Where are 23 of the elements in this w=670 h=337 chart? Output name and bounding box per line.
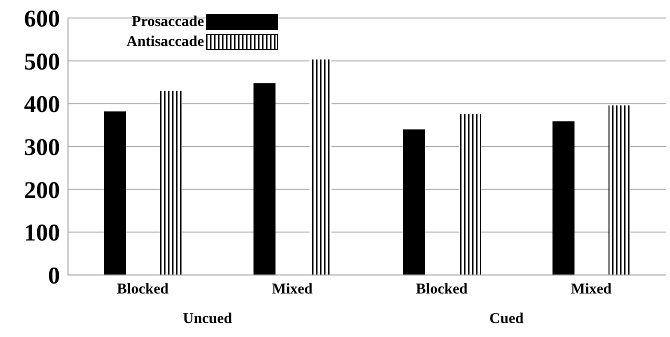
y-tick-label: 300 [24, 135, 60, 162]
bar [254, 83, 276, 275]
text: Cued [488, 311, 525, 328]
bar [160, 90, 182, 275]
y-tick-label: 0 [48, 264, 60, 290]
y-tick-label: 100 [24, 220, 60, 247]
y-tick-label: 500 [24, 49, 60, 76]
y-tick-label: 600 [24, 6, 60, 33]
bar [552, 121, 574, 275]
text: Uncued [182, 311, 234, 328]
x-tick-label: Blocked [416, 282, 468, 298]
bar [104, 111, 126, 275]
x-tick-label: Blocked [116, 282, 170, 298]
legend-label: Prosaccade [132, 14, 204, 30]
bar [403, 129, 425, 275]
x-tick-label: Mixed [570, 282, 612, 298]
y-tick-label: 400 [24, 92, 60, 118]
bar [459, 114, 481, 275]
bar [608, 105, 630, 275]
legend-label: Antisaccade [126, 34, 204, 50]
y-tick-label: 200 [24, 178, 60, 204]
bar [310, 60, 332, 275]
x-tick-label: Mixed [272, 282, 314, 298]
